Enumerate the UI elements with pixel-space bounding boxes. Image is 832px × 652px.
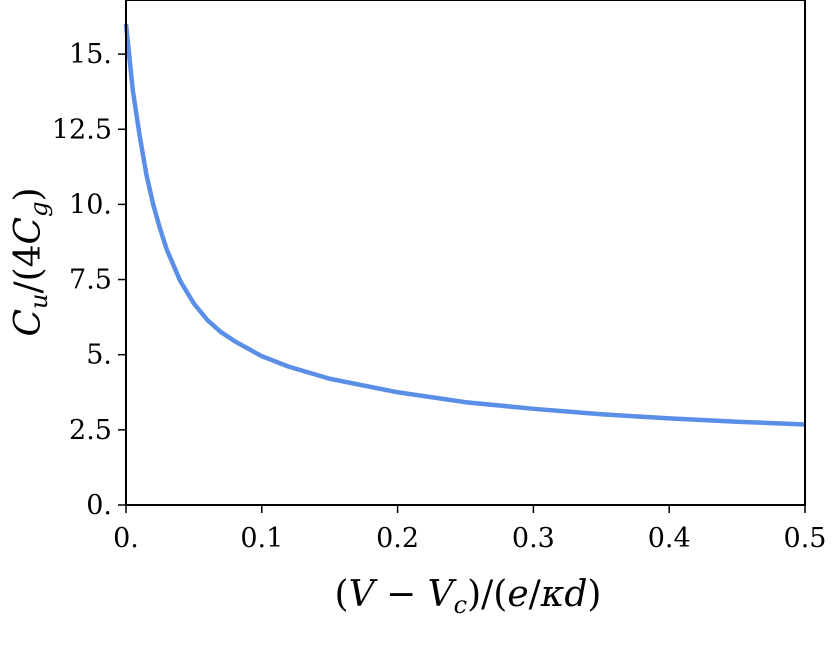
y-tick-label: 5. (86, 340, 112, 371)
y-axis-label-c: C (8, 309, 49, 337)
x-tick-label: 0.4 (648, 523, 691, 554)
x-tick-label: 0.2 (376, 523, 419, 554)
x-axis-label-mid: )/( (467, 574, 507, 615)
x-axis-label-open: ( (335, 574, 349, 615)
x-axis-label-vc-sub: c (454, 591, 467, 619)
series-layer (123, 23, 806, 427)
axis-ticks: 0. 0.1 0.2 0.3 0.4 0.5 0. 2.5 5. 7.5 10. 12.5 15. (52, 39, 827, 554)
y-tick-label: 2.5 (69, 415, 112, 446)
series-line (123, 23, 806, 427)
x-tick-label: 0. (113, 523, 139, 554)
y-tick-label: 7.5 (69, 265, 112, 296)
x-axis-label-v: V (349, 574, 379, 615)
x-axis-label: (V − Vc)/(e/κd) (335, 574, 602, 619)
x-axis-label-vc: V (428, 574, 458, 615)
x-axis-label-minus: − (375, 574, 428, 615)
y-tick-label: 12.5 (52, 114, 112, 145)
x-axis-label-e: e (507, 574, 528, 615)
x-axis-label-close: ) (587, 574, 601, 615)
y-axis-label: Cu/(4Cg) (8, 187, 53, 336)
x-axis-label-slash: / (529, 574, 542, 615)
x-tick-label: 0.5 (784, 523, 827, 554)
y-tick-label: 0. (86, 490, 112, 521)
y-tick-label: 10. (69, 189, 112, 220)
y-axis-label-cg-sub: g (25, 202, 53, 217)
x-tick-label: 0.1 (240, 523, 283, 554)
y-axis-label-cg: C (8, 217, 49, 245)
y-axis-label-mid: /(4 (8, 244, 49, 293)
y-tick-label: 15. (69, 39, 112, 70)
y-axis-label-close: ) (8, 187, 49, 201)
plot-frame (125, 0, 806, 506)
x-tick-label: 0.3 (512, 523, 555, 554)
x-axis-label-kd: κd (540, 574, 588, 615)
y-axis-label-c-sub: u (25, 294, 53, 309)
